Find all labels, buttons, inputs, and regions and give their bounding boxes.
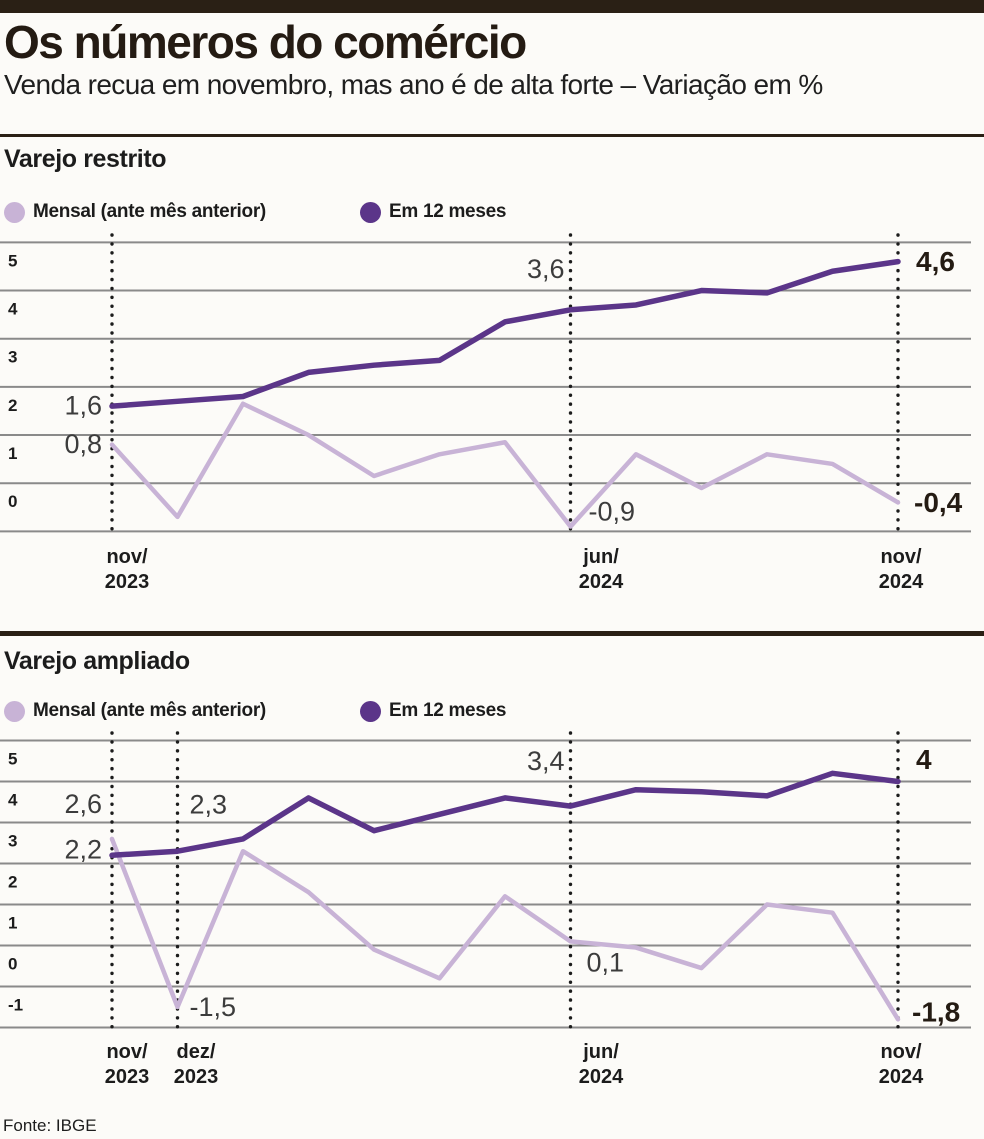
value-annotation: 0,8 bbox=[64, 429, 102, 459]
x-axis-tick: nov/ bbox=[106, 1041, 148, 1063]
section-divider bbox=[0, 631, 984, 636]
value-annotation: 3,6 bbox=[527, 254, 565, 284]
value-annotation: 2,2 bbox=[64, 834, 102, 864]
x-axis-tick: 2023 bbox=[105, 571, 150, 593]
value-annotation: 3,4 bbox=[527, 746, 565, 776]
x-axis-tick: 2024 bbox=[579, 1066, 624, 1088]
y-axis-tick: 5 bbox=[8, 251, 17, 270]
y-axis-tick: 2 bbox=[8, 396, 17, 415]
value-annotation: -1,8 bbox=[912, 997, 960, 1028]
mensal-series-label: Mensal (ante mês anterior) bbox=[33, 700, 266, 721]
em12-series-label: Em 12 meses bbox=[389, 700, 507, 721]
x-axis-tick: jun/ bbox=[582, 1041, 619, 1063]
em12-line bbox=[109, 258, 901, 409]
x-axis-tick: dez/ bbox=[177, 1041, 216, 1063]
y-axis-tick: 0 bbox=[8, 955, 17, 974]
chart2-legend-item-em12: Em 12 meses bbox=[360, 700, 506, 722]
y-axis-tick: 1 bbox=[8, 914, 17, 933]
y-axis-tick: 3 bbox=[8, 348, 17, 367]
y-axis-tick: 4 bbox=[8, 791, 18, 810]
value-annotation: 1,6 bbox=[64, 390, 102, 420]
top-accent-bar bbox=[0, 0, 984, 13]
x-axis-tick: 2023 bbox=[105, 1066, 150, 1088]
x-axis-tick: 2024 bbox=[879, 571, 924, 593]
chart2-title: Varejo ampliado bbox=[4, 647, 190, 675]
x-axis-tick: 2024 bbox=[579, 571, 624, 593]
x-axis-tick: 2024 bbox=[879, 1066, 924, 1088]
em12-series-label: Em 12 meses bbox=[389, 201, 507, 222]
chart-plot-0: 5 4 3 2 1 0 nov/2023 jun/2024 nov/2024 1,6 0,8 3,6 -… bbox=[0, 233, 971, 593]
y-axis-tick: 0 bbox=[8, 492, 17, 511]
value-annotation: 4,6 bbox=[916, 246, 955, 277]
mensal-line bbox=[109, 401, 901, 529]
em12-series-dot-icon bbox=[360, 700, 381, 722]
mensal-series-dot-icon bbox=[4, 700, 25, 722]
y-axis-tick: 5 bbox=[8, 750, 17, 769]
value-annotation: 2,6 bbox=[64, 789, 102, 819]
chart-plot-1: 5 4 3 2 1 0 -1 nov/2023 dez/2023 jun/2024 nov/2024… bbox=[0, 731, 971, 1088]
header-divider bbox=[0, 134, 984, 137]
value-annotation: -1,5 bbox=[190, 992, 237, 1022]
x-axis-tick: nov/ bbox=[106, 546, 148, 568]
page-title: Os números do comércio bbox=[4, 16, 527, 68]
chart1-legend-item-mensal: Mensal (ante mês anterior) bbox=[4, 201, 266, 223]
y-axis-tick: 1 bbox=[8, 444, 17, 463]
em12-line bbox=[109, 770, 901, 859]
em12-series-dot-icon bbox=[360, 201, 381, 223]
x-axis-tick: 2023 bbox=[174, 1066, 219, 1088]
mensal-line bbox=[109, 836, 901, 1022]
chart1-title: Varejo restrito bbox=[4, 145, 167, 173]
y-axis-tick: 4 bbox=[8, 300, 18, 319]
source-note: Fonte: IBGE bbox=[3, 1116, 97, 1135]
x-axis-tick: nov/ bbox=[880, 546, 922, 568]
chart1-legend-item-em12: Em 12 meses bbox=[360, 201, 506, 223]
page-subtitle: Venda recua em novembro, mas ano é de al… bbox=[4, 69, 823, 100]
x-axis-tick: nov/ bbox=[880, 1041, 922, 1063]
value-annotation: -0,9 bbox=[589, 497, 636, 527]
x-axis-tick: jun/ bbox=[582, 546, 619, 568]
value-annotation: 4 bbox=[916, 744, 932, 775]
value-annotation: 2,3 bbox=[190, 789, 228, 819]
value-annotation: 0,1 bbox=[587, 948, 625, 978]
y-axis-tick: 2 bbox=[8, 873, 17, 892]
value-annotation: -0,4 bbox=[914, 487, 963, 518]
mensal-series-label: Mensal (ante mês anterior) bbox=[33, 201, 266, 222]
chart2-legend-item-mensal: Mensal (ante mês anterior) bbox=[4, 700, 266, 722]
y-axis-tick: -1 bbox=[8, 996, 23, 1015]
mensal-series-dot-icon bbox=[4, 201, 25, 223]
y-axis-tick: 3 bbox=[8, 832, 17, 851]
